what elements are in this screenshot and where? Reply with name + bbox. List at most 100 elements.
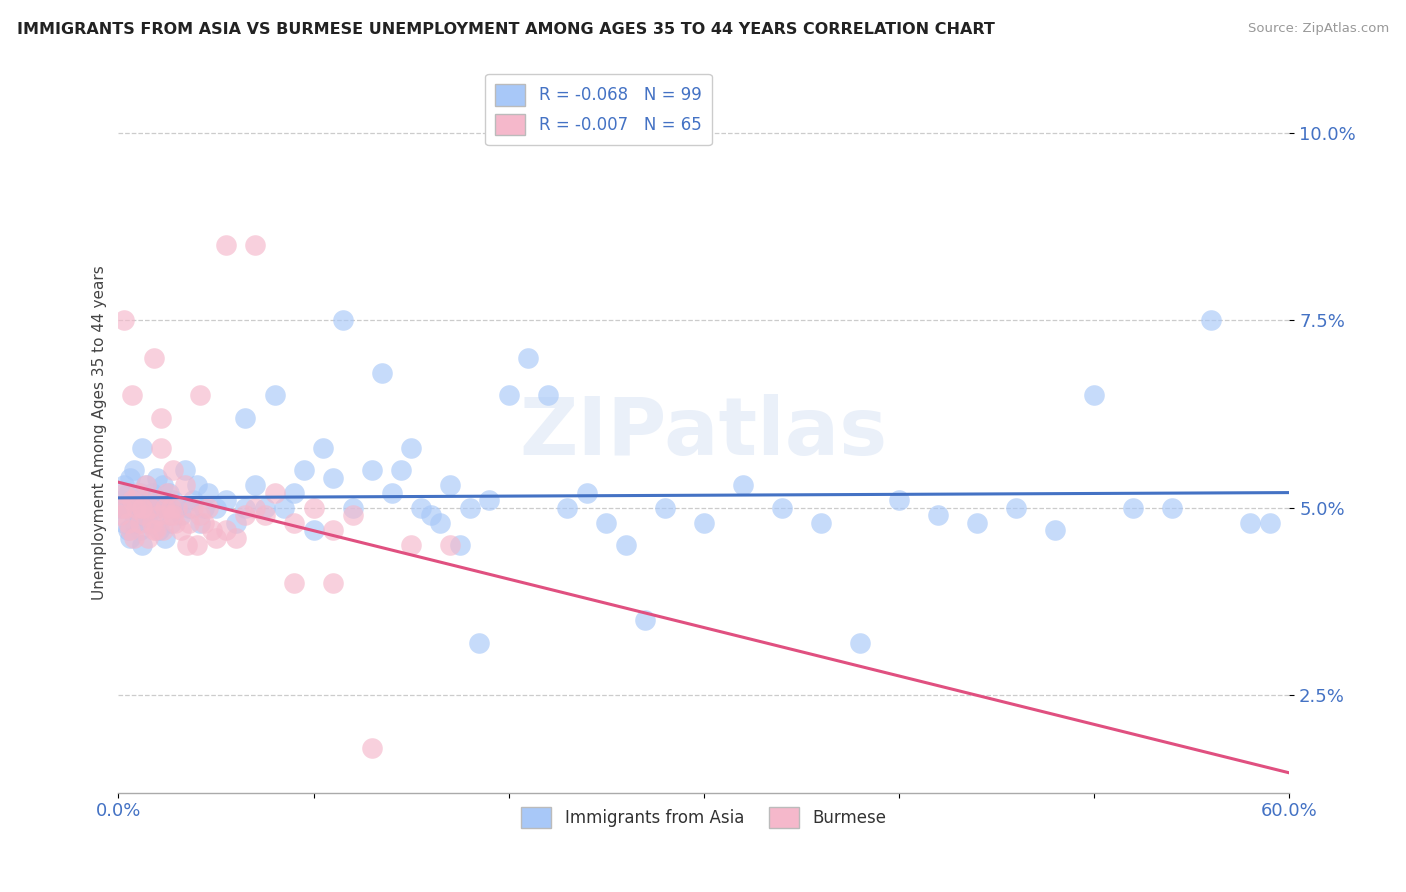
Point: [381, 485, 404, 500]
Point: [1083, 388, 1105, 402]
Point: [1043, 523, 1066, 537]
Point: [125, 493, 148, 508]
Point: [162, 493, 184, 508]
Point: [155, 500, 177, 515]
Point: [110, 508, 132, 523]
Point: [810, 516, 832, 530]
Point: [302, 500, 325, 515]
Point: [170, 523, 193, 537]
Point: [117, 523, 139, 537]
Point: [399, 441, 422, 455]
Point: [162, 508, 184, 523]
Point: [186, 478, 208, 492]
Point: [150, 410, 173, 425]
Point: [193, 516, 215, 530]
Point: [595, 516, 617, 530]
Point: [145, 523, 167, 537]
Point: [148, 508, 170, 523]
Point: [654, 500, 676, 515]
Point: [111, 493, 134, 508]
Point: [166, 500, 188, 515]
Point: [146, 471, 169, 485]
Point: [215, 238, 238, 252]
Point: [127, 500, 149, 515]
Point: [243, 478, 266, 492]
Point: [122, 463, 145, 477]
Point: [273, 500, 295, 515]
Point: [458, 500, 481, 515]
Point: [966, 516, 988, 530]
Point: [263, 485, 285, 500]
Point: [253, 500, 276, 515]
Point: [136, 493, 159, 508]
Legend: Immigrants from Asia, Burmese: Immigrants from Asia, Burmese: [515, 800, 893, 835]
Point: [150, 441, 173, 455]
Point: [614, 538, 637, 552]
Point: [233, 410, 256, 425]
Point: [115, 500, 138, 515]
Point: [205, 500, 228, 515]
Point: [634, 613, 657, 627]
Point: [117, 485, 139, 500]
Point: [1258, 516, 1281, 530]
Point: [1201, 313, 1223, 327]
Point: [152, 478, 174, 492]
Point: [197, 500, 219, 515]
Point: [233, 508, 256, 523]
Point: [322, 471, 344, 485]
Point: [439, 538, 461, 552]
Point: [132, 508, 155, 523]
Point: [160, 500, 183, 515]
Point: [1161, 500, 1184, 515]
Point: [156, 500, 179, 515]
Point: [391, 463, 413, 477]
Point: [115, 500, 138, 515]
Point: [399, 538, 422, 552]
Point: [253, 508, 276, 523]
Point: [166, 500, 188, 515]
Point: [197, 485, 219, 500]
Point: [170, 508, 193, 523]
Point: [152, 523, 174, 537]
Point: [190, 388, 212, 402]
Text: ZIPatlas: ZIPatlas: [520, 393, 889, 472]
Point: [141, 516, 163, 530]
Point: [190, 508, 212, 523]
Point: [283, 485, 305, 500]
Point: [371, 366, 394, 380]
Point: [120, 523, 142, 537]
Point: [112, 478, 135, 492]
Point: [150, 493, 173, 508]
Point: [537, 388, 560, 402]
Point: [177, 500, 200, 515]
Point: [162, 463, 184, 477]
Point: [131, 441, 153, 455]
Point: [201, 523, 224, 537]
Point: [131, 500, 153, 515]
Point: [135, 478, 157, 492]
Point: [131, 538, 153, 552]
Point: [186, 538, 208, 552]
Point: [155, 531, 177, 545]
Point: [215, 523, 238, 537]
Point: [215, 493, 238, 508]
Point: [181, 493, 204, 508]
Point: [122, 516, 145, 530]
Point: [110, 500, 132, 515]
Point: [693, 516, 716, 530]
Point: [342, 500, 364, 515]
Point: [148, 523, 170, 537]
Point: [157, 508, 180, 523]
Point: [117, 516, 139, 530]
Point: [125, 500, 148, 515]
Point: [887, 493, 910, 508]
Point: [1122, 500, 1144, 515]
Point: [225, 516, 247, 530]
Point: [322, 575, 344, 590]
Point: [129, 485, 152, 500]
Point: [361, 463, 384, 477]
Point: [142, 351, 165, 365]
Point: [517, 351, 540, 365]
Point: [243, 500, 266, 515]
Y-axis label: Unemployment Among Ages 35 to 44 years: Unemployment Among Ages 35 to 44 years: [93, 266, 107, 600]
